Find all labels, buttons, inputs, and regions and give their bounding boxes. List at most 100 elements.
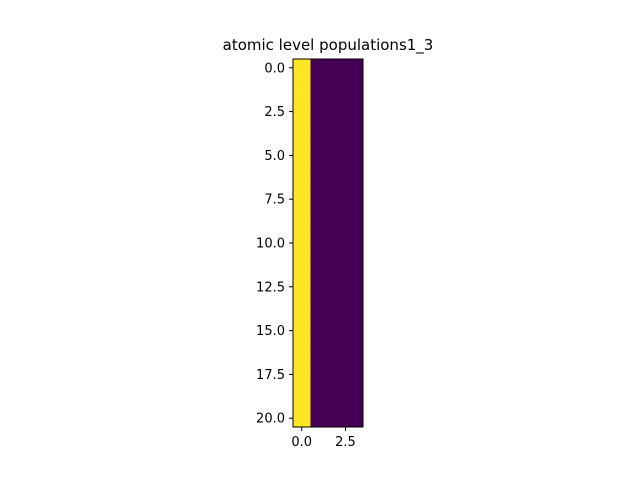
- heatmap-cell: [310, 251, 329, 270]
- x-axis: 0.0 2.5: [291, 427, 356, 450]
- heatmap-cell: [345, 374, 364, 393]
- heatmap-cell: [293, 181, 311, 200]
- heatmap-cell: [293, 94, 311, 112]
- heatmap-cell: [345, 111, 364, 130]
- heatmap-cell: [328, 286, 346, 305]
- y-tick-label: 2.5: [264, 105, 285, 120]
- heatmap-cell: [345, 129, 364, 148]
- heatmap-cell: [310, 286, 329, 305]
- heatmap-cell: [293, 129, 311, 148]
- heatmap-cell: [328, 199, 346, 218]
- heatmap-cell: [345, 164, 364, 183]
- heatmap-cell: [345, 76, 364, 95]
- y-tick-label: 15.0: [256, 324, 285, 339]
- y-tick-label: 7.5: [264, 193, 285, 208]
- heatmap-cell: [310, 234, 329, 253]
- heatmap-cell: [310, 59, 329, 77]
- heatmap-cell: [310, 76, 329, 95]
- heatmap-cell: [310, 374, 329, 393]
- heatmap-cells: [293, 59, 364, 428]
- heatmap-cell: [345, 234, 364, 253]
- heatmap-cell: [310, 94, 329, 112]
- heatmap-cell: [293, 286, 311, 305]
- heatmap-cell: [345, 321, 364, 340]
- heatmap-cell: [310, 304, 329, 323]
- y-tick-label: 20.0: [256, 412, 285, 427]
- heatmap-cell: [328, 356, 346, 375]
- heatmap-cell: [310, 391, 329, 410]
- heatmap-cell: [310, 199, 329, 218]
- heatmap-cell: [310, 321, 329, 340]
- heatmap-cell: [328, 181, 346, 200]
- heatmap-cell: [328, 391, 346, 410]
- heatmap-cell: [293, 76, 311, 95]
- heatmap-cell: [293, 234, 311, 253]
- heatmap-cell: [293, 146, 311, 165]
- heatmap-cell: [345, 409, 364, 428]
- heatmap-cell: [328, 111, 346, 130]
- heatmap-cell: [293, 199, 311, 218]
- heatmap-cell: [345, 304, 364, 323]
- x-tick-label: 0.0: [291, 435, 312, 450]
- heatmap-cell: [345, 251, 364, 270]
- heatmap-cell: [328, 339, 346, 358]
- y-axis: 0.0 2.5 5.0 7.5 10.0 12.5 15.0 17.5 20.0: [256, 61, 293, 427]
- heatmap-cell: [328, 94, 346, 112]
- heatmap-cell: [328, 269, 346, 288]
- heatmap-cell: [328, 234, 346, 253]
- heatmap-cell: [345, 339, 364, 358]
- heatmap-cell: [328, 59, 346, 77]
- heatmap-cell: [345, 146, 364, 165]
- y-tick-label: 12.5: [256, 280, 285, 295]
- heatmap-cell: [293, 409, 311, 428]
- heatmap-cell: [293, 251, 311, 270]
- heatmap-cell: [345, 216, 364, 235]
- heatmap-cell: [345, 59, 364, 77]
- y-tick-label: 17.5: [256, 368, 285, 383]
- heatmap-cell: [345, 286, 364, 305]
- chart-title: atomic level populations1_3: [223, 36, 434, 55]
- heatmap-cell: [310, 111, 329, 130]
- heatmap-cell: [293, 391, 311, 410]
- heatmap-cell: [328, 129, 346, 148]
- heatmap-cell: [345, 199, 364, 218]
- heatmap-cell: [328, 216, 346, 235]
- heatmap-cell: [345, 391, 364, 410]
- heatmap-cell: [293, 164, 311, 183]
- heatmap-cell: [345, 269, 364, 288]
- heatmap-cell: [293, 269, 311, 288]
- heatmap-cell: [293, 111, 311, 130]
- heatmap-cell: [310, 339, 329, 358]
- heatmap-cell: [293, 339, 311, 358]
- y-tick-label: 0.0: [264, 61, 285, 76]
- heatmap-cell: [345, 94, 364, 112]
- heatmap-cell: [328, 409, 346, 428]
- heatmap-cell: [328, 146, 346, 165]
- x-tick-label: 2.5: [335, 435, 356, 450]
- heatmap-cell: [310, 181, 329, 200]
- heatmap-cell: [310, 164, 329, 183]
- heatmap-cell: [328, 251, 346, 270]
- heatmap-cell: [310, 146, 329, 165]
- heatmap-cell: [293, 356, 311, 375]
- heatmap-cell: [293, 321, 311, 340]
- heatmap-cell: [310, 409, 329, 428]
- y-tick-label: 5.0: [264, 149, 285, 164]
- heatmap-cell: [328, 374, 346, 393]
- heatmap-cell: [293, 304, 311, 323]
- heatmap-cell: [310, 216, 329, 235]
- heatmap-cell: [328, 304, 346, 323]
- heatmap-cell: [345, 181, 364, 200]
- y-tick-label: 10.0: [256, 237, 285, 252]
- heatmap-cell: [345, 356, 364, 375]
- heatmap-cell: [310, 356, 329, 375]
- heatmap-cell: [328, 76, 346, 95]
- heatmap-cell: [328, 321, 346, 340]
- heatmap-cell: [328, 164, 346, 183]
- heatmap-cell: [310, 129, 329, 148]
- heatmap-cell: [293, 374, 311, 393]
- heatmap-cell: [293, 216, 311, 235]
- heatmap-cell: [293, 59, 311, 77]
